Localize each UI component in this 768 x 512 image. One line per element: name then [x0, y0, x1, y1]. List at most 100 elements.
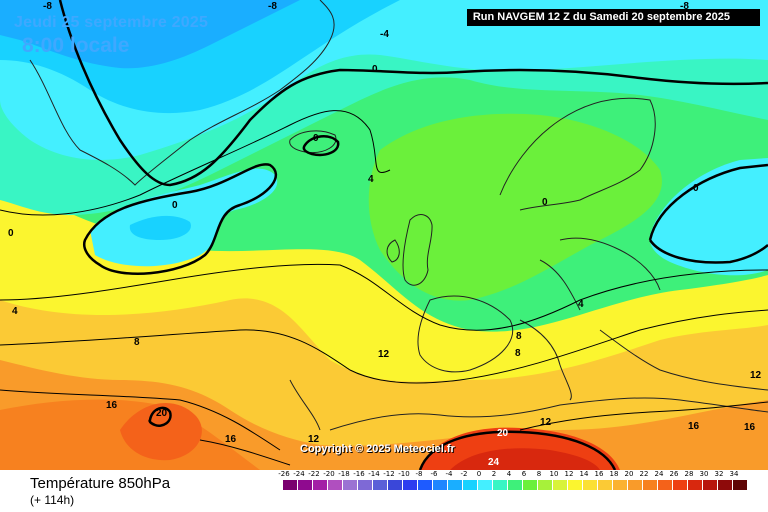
contour-label: 0 — [693, 183, 699, 194]
legend-swatch — [403, 480, 417, 490]
legend-swatch — [658, 480, 672, 490]
legend-tick-label: 12 — [564, 470, 574, 478]
legend-swatch — [568, 480, 582, 490]
legend-tick-label: 28 — [684, 470, 694, 478]
contour-label: 20 — [156, 408, 168, 419]
legend-swatch — [538, 480, 552, 490]
legend-tick-label: -26 — [278, 470, 290, 478]
legend-tick-label: 22 — [639, 470, 649, 478]
legend-swatch — [313, 480, 327, 490]
contour-label: 16 — [106, 400, 118, 411]
legend-swatch — [298, 480, 312, 490]
legend-tick-label: 14 — [579, 470, 589, 478]
contour-label: 0 — [313, 133, 319, 144]
legend-swatch — [628, 480, 642, 490]
contour-label: 8 — [516, 331, 522, 342]
isotherms — [0, 110, 768, 466]
contour-label: 24 — [488, 457, 500, 468]
legend-tick-label: -16 — [353, 470, 365, 478]
map-svg: -8 -8 -4 -8 0 0 0 0 4 0 0 4 4 8 8 8 12 1… — [0, 0, 768, 470]
legend-tick-label: 26 — [669, 470, 679, 478]
legend-swatch — [523, 480, 537, 490]
legend-tick-label: -10 — [398, 470, 410, 478]
legend-tick-label: 34 — [729, 470, 739, 478]
legend-tick-label: -24 — [293, 470, 305, 478]
legend-tick-label: -18 — [338, 470, 350, 478]
legend-swatch — [373, 480, 387, 490]
legend-tick-label: 16 — [594, 470, 604, 478]
contour-label: 16 — [225, 434, 237, 445]
legend-swatch — [733, 480, 747, 490]
legend-tick-label: 2 — [491, 470, 497, 478]
legend-swatch — [448, 480, 462, 490]
legend-swatch — [613, 480, 627, 490]
legend-swatch — [358, 480, 372, 490]
legend-tick-label: -22 — [308, 470, 320, 478]
legend-swatch — [643, 480, 657, 490]
contour-label: 12 — [540, 417, 552, 428]
legend-tick-label: 24 — [654, 470, 664, 478]
temperature-map: -8 -8 -4 -8 0 0 0 0 4 0 0 4 4 8 8 8 12 1… — [0, 0, 768, 470]
legend-tick-label: -4 — [445, 470, 453, 478]
field-hot-inner — [450, 448, 600, 470]
variable-title: Température 850hPa — [30, 475, 171, 492]
legend-swatch — [388, 480, 402, 490]
contour-label: 8 — [134, 337, 140, 348]
legend-tick-label: 10 — [549, 470, 559, 478]
legend-swatch — [718, 480, 732, 490]
forecast-date: Jeudi 25 septembre 2025 — [14, 14, 209, 31]
contour-label: 0 — [172, 200, 178, 211]
legend-swatch — [328, 480, 342, 490]
contour-label: 0 — [372, 64, 378, 75]
field-europe-lightgreen — [368, 113, 662, 301]
legend-swatch — [688, 480, 702, 490]
legend-swatch — [508, 480, 522, 490]
contour-label: 0 — [542, 197, 548, 208]
field-atlantic-warm — [120, 403, 202, 461]
legend-tick-label: -12 — [383, 470, 395, 478]
legend-swatch — [673, 480, 687, 490]
contour-label: 12 — [308, 434, 320, 445]
contour-label: 4 — [368, 174, 374, 185]
contour-label: 0 — [8, 228, 14, 239]
legend-swatch — [418, 480, 432, 490]
legend-ticks: -26 -24 -22 -20 -18 -16 -14 -12 -10 -8 -6 -4 -2 0 2 4 6 8… — [278, 470, 750, 480]
legend-swatch — [478, 480, 492, 490]
legend-swatch — [583, 480, 597, 490]
legend-tick-label: 0 — [476, 470, 482, 478]
legend-swatch — [283, 480, 297, 490]
legend-swatch — [598, 480, 612, 490]
legend-swatch — [433, 480, 447, 490]
legend-swatch — [553, 480, 567, 490]
contour-label: 20 — [497, 428, 509, 439]
legend-tick-label: 32 — [714, 470, 724, 478]
legend-tick-label: -8 — [415, 470, 423, 478]
legend-tick-label: 8 — [536, 470, 542, 478]
legend-tick-label: 20 — [624, 470, 634, 478]
run-info-badge: Run NAVGEM 12 Z du Samedi 20 septembre 2… — [466, 9, 760, 26]
legend-tick-label: 18 — [609, 470, 619, 478]
legend-tick-label: 6 — [521, 470, 527, 478]
contour-label: 4 — [578, 299, 584, 310]
legend-tick-label: -6 — [430, 470, 438, 478]
contour-label: -8 — [43, 1, 52, 12]
legend-swatch — [493, 480, 507, 490]
legend-tick-label: -2 — [460, 470, 468, 478]
contour-label: -8 — [680, 1, 689, 12]
legend-tick-label: 30 — [699, 470, 709, 478]
field-russia-cold — [649, 158, 768, 276]
contour-labels: -8 -8 -4 -8 0 0 0 0 4 0 0 4 4 8 8 8 12 1… — [8, 1, 762, 468]
legend-panel: Température 850hPa (+ 114h) -26 -24 -22 -2 0… — [0, 470, 768, 512]
contour-label: -4 — [380, 29, 389, 40]
forecast-lead: (+ 114h) — [30, 493, 75, 507]
contour-label: -8 — [268, 1, 277, 12]
coastlines — [29, 0, 768, 431]
field-atlantic-low — [90, 168, 278, 267]
contour-label: 12 — [378, 349, 390, 360]
isotherm-zero — [58, 0, 768, 427]
isotherm-hot — [418, 430, 617, 470]
legend-tick-label: -14 — [368, 470, 380, 478]
legend-swatch — [703, 480, 717, 490]
legend-swatch — [343, 480, 357, 490]
legend-tick-label: 4 — [506, 470, 512, 478]
